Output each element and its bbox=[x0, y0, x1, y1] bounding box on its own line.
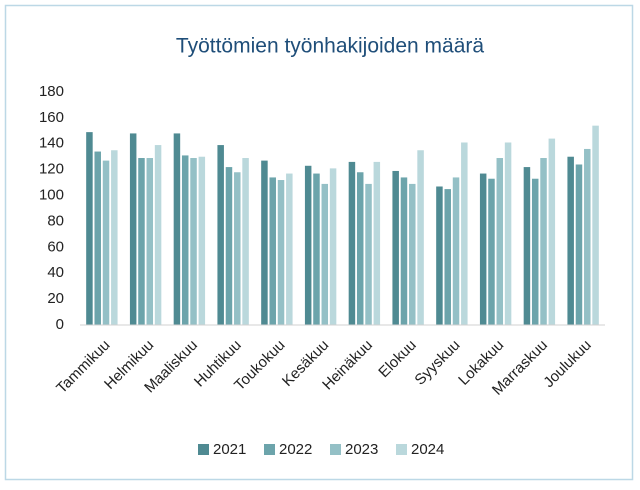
bar bbox=[496, 158, 504, 325]
bar bbox=[461, 142, 468, 325]
bar bbox=[575, 164, 583, 325]
bar bbox=[373, 161, 381, 325]
bar bbox=[313, 173, 320, 325]
bar bbox=[531, 178, 539, 325]
y-tick-label: 60 bbox=[47, 238, 64, 255]
y-tick-label: 40 bbox=[47, 264, 64, 281]
bar bbox=[584, 148, 591, 325]
bar bbox=[234, 172, 241, 325]
bar bbox=[479, 173, 487, 325]
bar bbox=[452, 177, 460, 325]
bar bbox=[198, 156, 206, 325]
bar bbox=[286, 173, 293, 325]
bar bbox=[225, 167, 233, 325]
y-tick-label: 140 bbox=[39, 135, 64, 152]
bar bbox=[488, 178, 495, 325]
bar bbox=[190, 158, 197, 325]
bar bbox=[548, 138, 556, 325]
chart-title: Työttömien työnhakijoiden määrä bbox=[176, 35, 484, 58]
bar bbox=[173, 133, 181, 325]
legend-label: 2021 bbox=[213, 441, 246, 458]
legend-label: 2022 bbox=[279, 441, 312, 458]
bar bbox=[111, 150, 118, 325]
bar bbox=[540, 158, 547, 325]
y-tick-label: 160 bbox=[39, 109, 64, 126]
bar bbox=[436, 186, 443, 325]
bar bbox=[304, 165, 312, 325]
legend-swatch bbox=[264, 444, 275, 455]
bar bbox=[94, 151, 101, 325]
bar bbox=[321, 183, 329, 325]
bar bbox=[129, 133, 137, 325]
bar bbox=[261, 160, 268, 325]
bar bbox=[86, 132, 93, 325]
bar bbox=[217, 145, 224, 325]
bar bbox=[392, 170, 399, 325]
bar bbox=[523, 167, 531, 325]
bar bbox=[567, 156, 574, 325]
legend-label: 2023 bbox=[345, 441, 378, 458]
y-tick-label: 20 bbox=[47, 290, 64, 307]
bar bbox=[181, 155, 189, 325]
bar bbox=[269, 177, 276, 325]
bar bbox=[102, 160, 110, 325]
legend-swatch bbox=[396, 444, 407, 455]
bar bbox=[329, 168, 337, 325]
bar bbox=[154, 145, 162, 325]
y-tick-label: 100 bbox=[39, 187, 64, 204]
bar bbox=[409, 183, 416, 325]
bar bbox=[365, 183, 372, 325]
bar bbox=[138, 158, 145, 325]
bar bbox=[356, 172, 364, 325]
y-tick-label: 0 bbox=[56, 316, 64, 333]
bar bbox=[400, 177, 408, 325]
y-tick-label: 180 bbox=[39, 83, 64, 100]
bar bbox=[242, 158, 249, 325]
bar bbox=[417, 150, 424, 325]
legend-label: 2024 bbox=[411, 441, 444, 458]
bar bbox=[146, 158, 154, 325]
bar bbox=[504, 142, 512, 325]
legend-swatch bbox=[198, 444, 209, 455]
y-tick-label: 120 bbox=[39, 161, 64, 178]
bar bbox=[348, 161, 356, 325]
bar bbox=[592, 125, 599, 326]
bar bbox=[277, 180, 285, 325]
y-tick-label: 80 bbox=[47, 212, 64, 229]
bar bbox=[444, 189, 451, 325]
legend-swatch bbox=[330, 444, 341, 455]
